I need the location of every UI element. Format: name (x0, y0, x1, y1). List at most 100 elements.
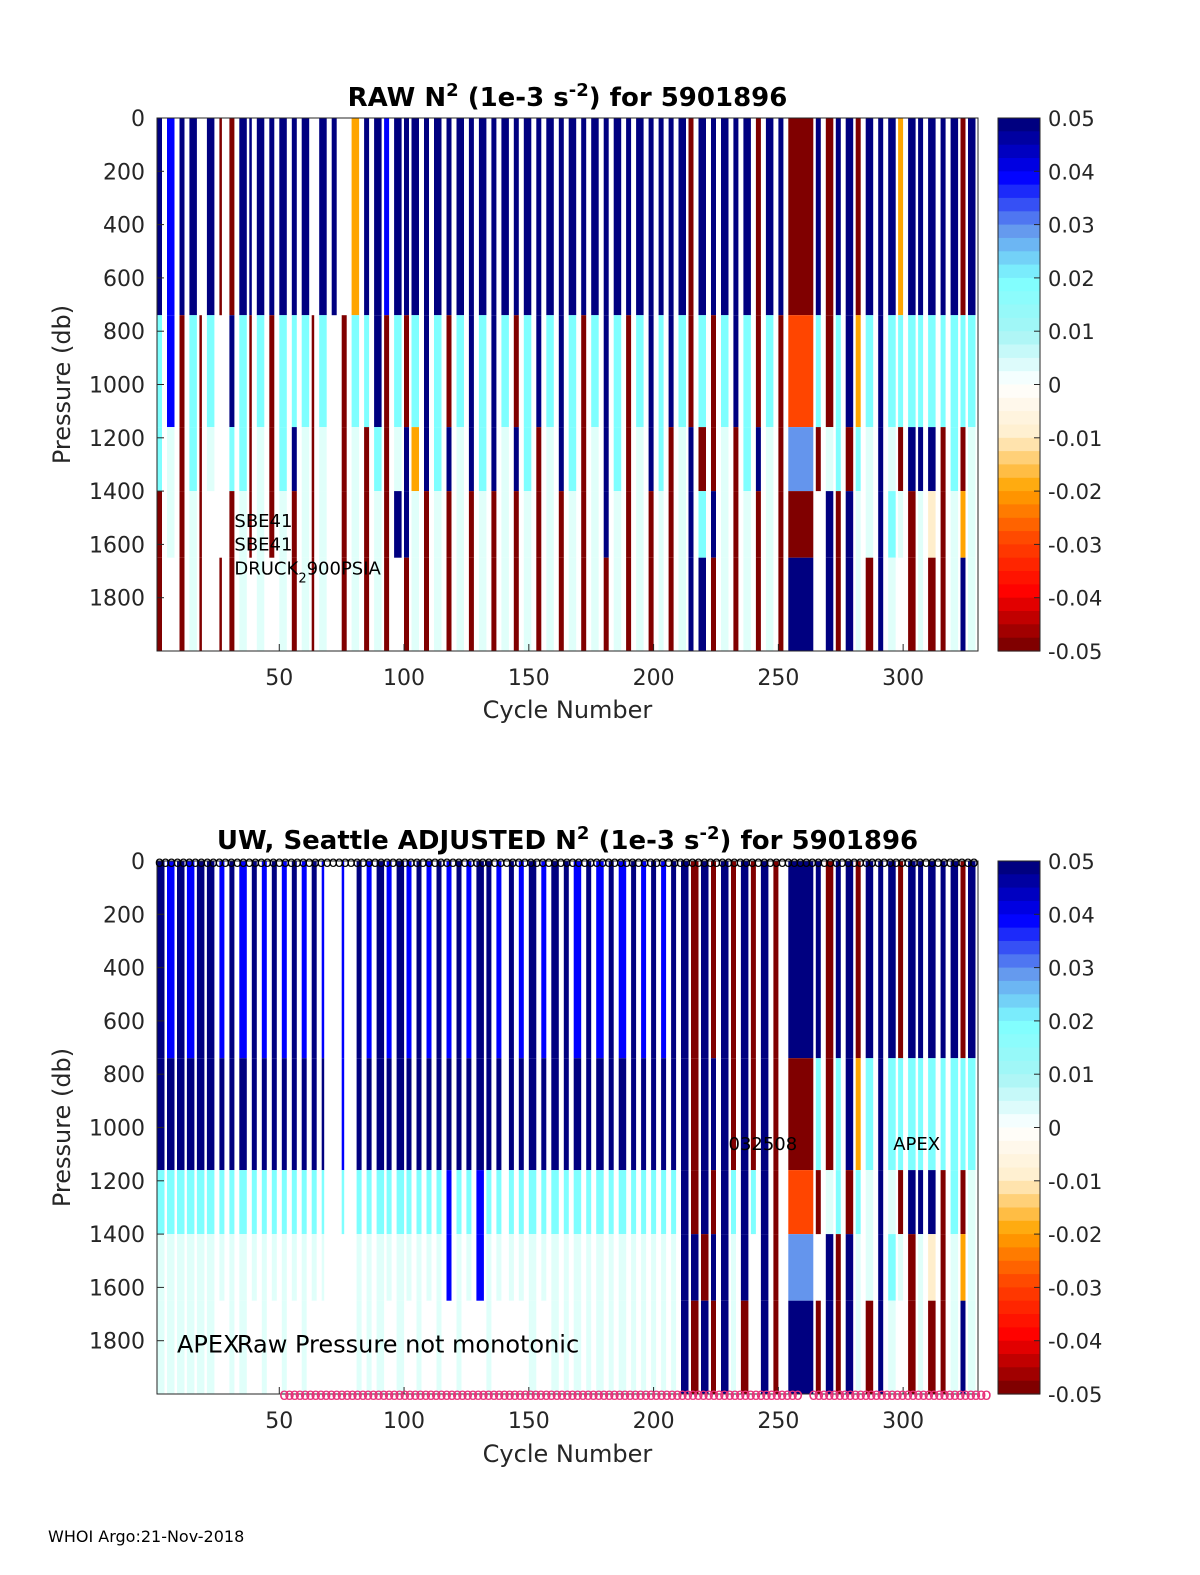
y-tick-label: 1800 (89, 587, 145, 612)
heatmap-cell (281, 861, 287, 1059)
heatmap-cell (648, 491, 654, 558)
heatmap-cell (928, 491, 936, 558)
heatmap-cell (496, 1234, 502, 1301)
x-tick-label: 50 (265, 666, 293, 691)
heatmap-cell (835, 1170, 841, 1235)
qc-marker: o (981, 1385, 991, 1405)
colorbar-tick-label: 0.03 (1048, 214, 1095, 238)
heatmap-cell (468, 315, 474, 428)
colorbar-band (998, 437, 1040, 452)
heatmap-cell (788, 427, 814, 492)
heatmap-cell (878, 1058, 884, 1171)
qc-marker: o (472, 853, 481, 871)
heatmap-cell (855, 1234, 861, 1301)
heatmap-cell (239, 1058, 247, 1171)
y-tick-label: 1200 (89, 1170, 145, 1195)
qc-marker: o (310, 1385, 320, 1405)
heatmap-cell (918, 1300, 924, 1394)
colorbar-band (998, 1114, 1040, 1129)
heatmap-cell (908, 1170, 916, 1235)
qc-marker: o (625, 1385, 635, 1405)
qc-marker: o (835, 1385, 845, 1405)
heatmap-cell (436, 1170, 442, 1235)
heatmap-cell (918, 491, 924, 558)
heatmap-cell (177, 861, 185, 1059)
heatmap-cell (394, 427, 402, 492)
colorbar-band (998, 1340, 1040, 1355)
qc-marker: o (651, 1385, 661, 1405)
heatmap-cell (157, 1300, 165, 1394)
heatmap-cell (855, 118, 861, 316)
qc-marker: o (578, 1385, 588, 1405)
qc-marker: o (886, 853, 895, 871)
y-tick-label: 1400 (89, 1223, 145, 1248)
heatmap-cell (291, 861, 297, 1059)
heatmap-cell (513, 315, 519, 428)
qc-marker: o (468, 1385, 478, 1405)
qc-marker: o (311, 853, 320, 871)
heatmap-cell (678, 118, 686, 316)
heatmap-cell (928, 1058, 936, 1171)
colorbar-tick-label: 0 (1048, 374, 1061, 398)
heatmap-cell (256, 491, 265, 558)
colorbar-band (998, 131, 1040, 146)
heatmap-cell (711, 1170, 716, 1235)
qc-markers-bottom: oooooooooooooooooooooooooooooooooooooooo… (279, 1385, 992, 1405)
heatmap-cell (835, 1300, 841, 1394)
qc-marker: o (924, 1385, 934, 1405)
heatmap-cell (661, 861, 667, 1059)
qc-marker: o (950, 1385, 960, 1405)
qc-marker: o (275, 853, 284, 871)
heatmap-cell (496, 1058, 502, 1171)
heatmap-cell (196, 861, 205, 1059)
heatmap-cell (478, 427, 487, 492)
heatmap-cell (311, 1170, 317, 1235)
colorbar-band (998, 384, 1040, 399)
heatmap-cell (636, 491, 644, 558)
heatmap-cell (434, 491, 442, 558)
x-tick-label: 250 (757, 1409, 799, 1434)
heatmap-cell (239, 861, 247, 1059)
heatmap-cell (528, 1300, 537, 1394)
heatmap-cell (865, 1170, 874, 1235)
qc-marker: o (670, 853, 679, 871)
qc-marker: o (293, 853, 302, 871)
heatmap-cell (406, 1170, 412, 1235)
qc-marker: o (341, 853, 350, 871)
qc-marker: o (215, 853, 224, 871)
heatmap-cell (311, 491, 315, 558)
heatmap-cell (918, 557, 924, 651)
heatmap-cell (815, 118, 821, 316)
qc-marker: o (514, 853, 523, 871)
heatmap-cell (940, 315, 946, 428)
heatmap-cell (568, 118, 577, 316)
colorbar-band (998, 1260, 1040, 1275)
heatmap-cell (486, 1234, 492, 1301)
heatmap-cell (681, 861, 689, 1059)
heatmap-cell (523, 118, 532, 316)
heatmap-cell (755, 118, 761, 316)
qc-marker: o (814, 853, 823, 871)
heatmap-cell (496, 1170, 502, 1235)
heatmap-cell (551, 1058, 559, 1171)
colorbar: 0.05 0.04 0.03 0.02 0.01 0 -0.01 -0.02 -0.03 -0.0… (997, 107, 1102, 664)
heatmap-cell (928, 1234, 936, 1301)
heatmap-cell (518, 1234, 524, 1301)
heatmap-cell (668, 557, 674, 651)
qc-marker: o (544, 853, 553, 871)
qc-marker: o (845, 1385, 855, 1405)
heatmap-cell (261, 1170, 267, 1235)
heatmap-cell (281, 1170, 287, 1235)
qc-marker: o (832, 853, 841, 871)
heatmap-cell (536, 557, 542, 651)
footer-text: WHOI Argo:21-Nov-2018 (48, 1527, 245, 1546)
colorbar-tick-label: 0.04 (1048, 903, 1095, 927)
y-tick-label: 1000 (89, 374, 145, 399)
heatmap-cell (239, 1170, 247, 1235)
qc-marker: o (838, 853, 847, 871)
heatmap-cell (351, 557, 360, 651)
heatmap-cell (765, 491, 774, 558)
colorbar-band (998, 237, 1040, 252)
qc-marker: o (945, 1385, 955, 1405)
heatmap-cell (651, 1300, 657, 1394)
